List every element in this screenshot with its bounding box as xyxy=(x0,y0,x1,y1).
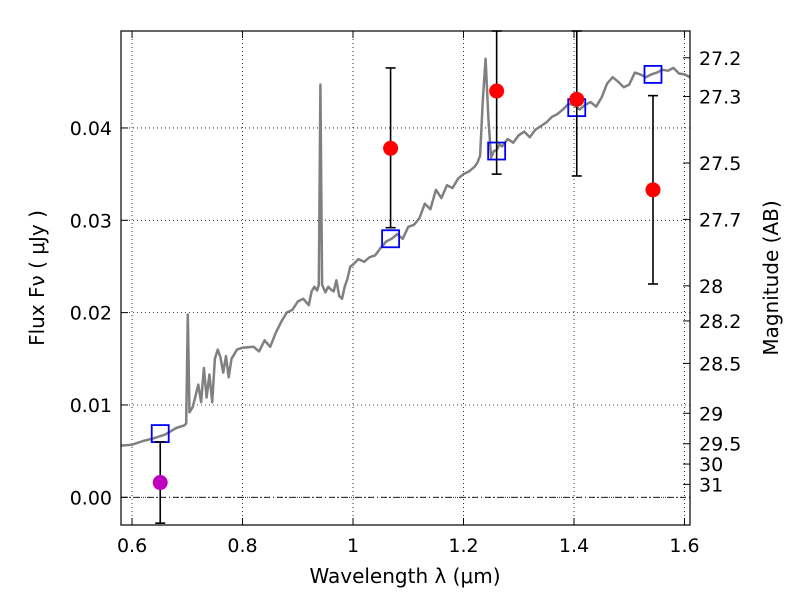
right-tick-label: 29 xyxy=(699,403,723,425)
observed-flux-point xyxy=(383,140,399,156)
model-photometry-square xyxy=(381,229,400,249)
right-tick-label: 30 xyxy=(699,454,723,476)
right-tick-label: 28.2 xyxy=(699,311,741,333)
plot-frame xyxy=(120,30,691,526)
error-bars xyxy=(152,30,661,524)
right-tick-label: 27.2 xyxy=(699,48,741,70)
observed-flux-point xyxy=(569,91,585,107)
x-tick-label: 1.6 xyxy=(669,535,699,557)
axis-ticks: 0.6 0.8 1 1.2 1.4 1.6 0.00 0.01 0.02 0.03 0.04 27.2… xyxy=(70,31,741,557)
y-axis-label-right: Magnitude (AB) xyxy=(759,200,783,355)
x-tick-label: 0.8 xyxy=(227,535,257,557)
y-tick-label: 0.04 xyxy=(70,118,112,140)
model-spectrum-line xyxy=(121,57,690,447)
right-tick-label: 31 xyxy=(699,474,723,496)
model-photometry-square xyxy=(643,64,663,84)
observed-flux-point xyxy=(645,182,661,198)
right-tick-label: 29.5 xyxy=(699,434,741,456)
data-layer xyxy=(121,57,690,447)
right-tick-label: 28.5 xyxy=(699,353,741,375)
observed-flux-point xyxy=(489,83,505,99)
y-tick-label: 0.00 xyxy=(70,487,112,509)
y-tick-label: 0.03 xyxy=(70,210,112,232)
x-tick-label: 1.4 xyxy=(559,535,589,557)
y-tick-label: 0.02 xyxy=(70,303,112,325)
x-tick-label: 1 xyxy=(347,535,359,557)
x-tick-label: 0.6 xyxy=(117,535,147,557)
right-tick-label: 28 xyxy=(699,276,723,298)
y-tick-label: 0.01 xyxy=(70,395,112,417)
grid-lines xyxy=(121,31,690,525)
right-tick-label: 27.3 xyxy=(699,87,741,109)
observed-flux-point xyxy=(152,475,168,491)
y-axis-label-left: Flux Fν ( μJy ) xyxy=(25,210,49,346)
right-tick-label: 27.5 xyxy=(699,153,741,175)
x-axis-label: Wavelength λ (μm) xyxy=(309,564,500,588)
x-tick-label: 1.2 xyxy=(448,535,478,557)
right-tick-label: 27.7 xyxy=(699,209,741,231)
